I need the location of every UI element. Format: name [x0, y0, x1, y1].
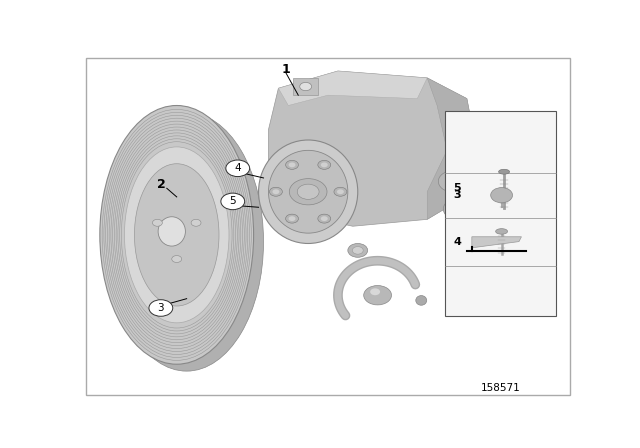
Circle shape	[318, 214, 331, 223]
Ellipse shape	[348, 244, 368, 257]
Circle shape	[269, 187, 282, 196]
Polygon shape	[269, 71, 477, 226]
Ellipse shape	[100, 105, 253, 364]
Ellipse shape	[416, 296, 427, 305]
Circle shape	[172, 255, 182, 263]
Circle shape	[191, 220, 201, 226]
Ellipse shape	[259, 140, 358, 244]
Text: 4: 4	[234, 163, 241, 173]
Circle shape	[491, 188, 513, 203]
Circle shape	[321, 163, 328, 167]
Polygon shape	[428, 78, 477, 220]
Ellipse shape	[438, 171, 466, 192]
Text: 1: 1	[282, 63, 290, 76]
Bar	[445, 111, 556, 316]
Circle shape	[221, 193, 244, 210]
Circle shape	[285, 214, 298, 223]
Circle shape	[337, 190, 344, 194]
Polygon shape	[293, 78, 318, 95]
Circle shape	[289, 163, 296, 167]
Ellipse shape	[452, 174, 467, 188]
Ellipse shape	[124, 147, 229, 323]
Ellipse shape	[499, 169, 509, 174]
Text: 4: 4	[454, 237, 461, 247]
Text: 3: 3	[157, 303, 164, 313]
Text: 2: 2	[157, 178, 166, 191]
Circle shape	[321, 216, 328, 221]
Text: 5: 5	[230, 196, 236, 207]
Circle shape	[364, 285, 392, 305]
Circle shape	[300, 82, 312, 90]
Text: 5: 5	[454, 183, 461, 193]
Circle shape	[334, 187, 347, 196]
Circle shape	[152, 220, 163, 226]
Circle shape	[370, 289, 380, 295]
Ellipse shape	[495, 228, 508, 234]
Circle shape	[318, 160, 331, 169]
Circle shape	[273, 190, 280, 194]
Circle shape	[289, 216, 296, 221]
Ellipse shape	[158, 217, 186, 246]
Ellipse shape	[110, 112, 264, 371]
Polygon shape	[472, 237, 522, 248]
Ellipse shape	[352, 246, 364, 254]
Ellipse shape	[269, 151, 348, 233]
Ellipse shape	[134, 164, 219, 306]
Ellipse shape	[457, 202, 472, 216]
Text: 3: 3	[454, 190, 461, 200]
Text: 158571: 158571	[481, 383, 520, 393]
Circle shape	[297, 184, 319, 199]
Circle shape	[226, 160, 250, 177]
Ellipse shape	[444, 198, 470, 220]
Circle shape	[289, 179, 327, 205]
Polygon shape	[278, 71, 428, 106]
Circle shape	[149, 300, 173, 316]
Circle shape	[285, 160, 298, 169]
